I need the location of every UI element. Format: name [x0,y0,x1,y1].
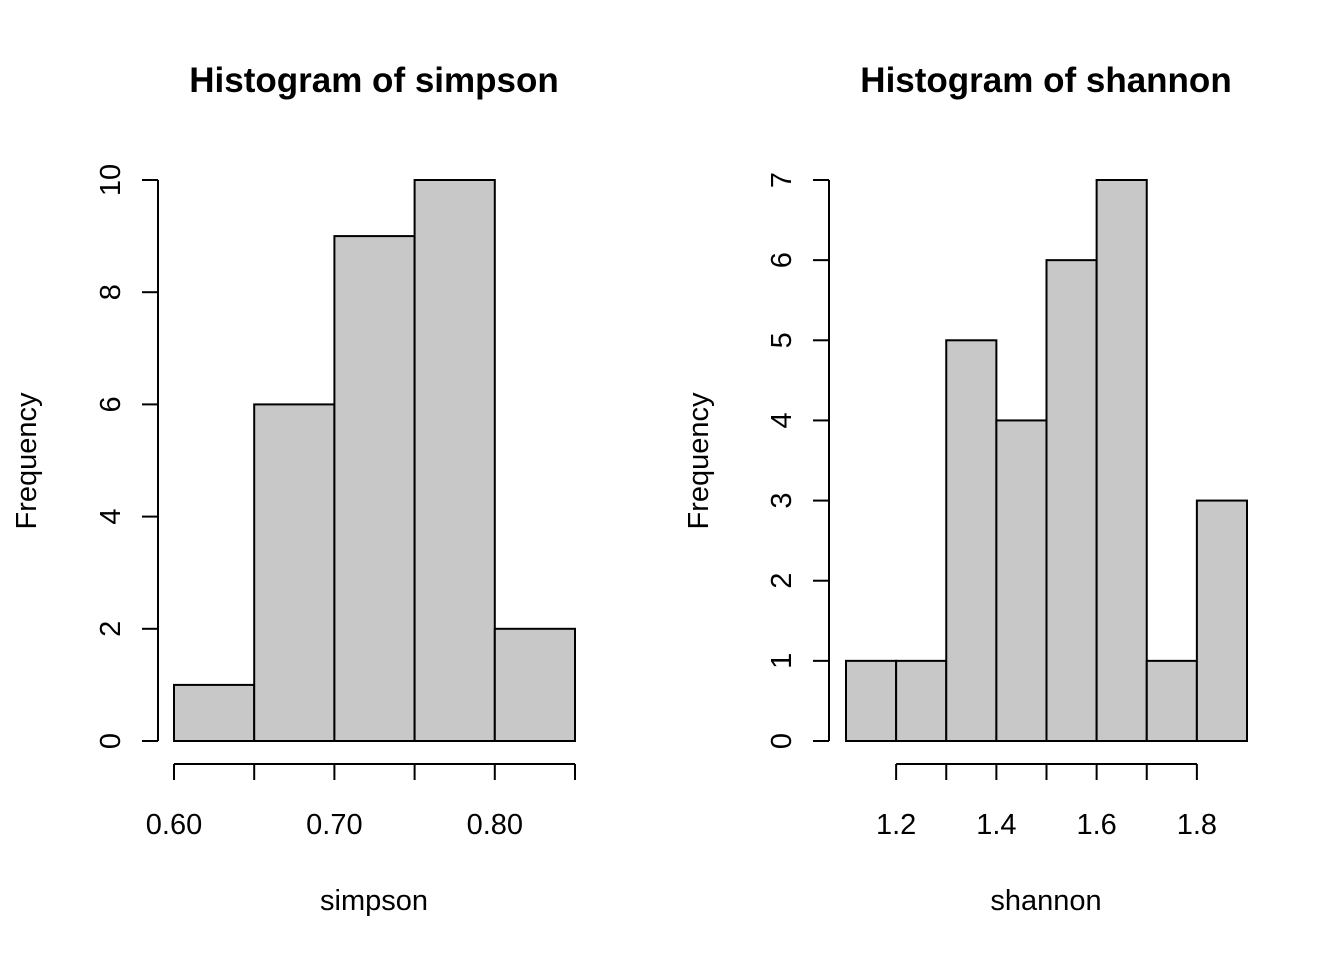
simpson-y-tick-label-5: 10 [95,164,127,196]
shannon-y-axis: 0 1 2 3 4 5 6 7 [766,172,830,749]
simpson-bars [173,179,576,743]
shannon-x-tick-label-4: 1.6 [1076,809,1116,841]
simpson-bar-0 [173,683,256,743]
shannon-y-tick-label-7: 7 [766,172,798,188]
shannon-y-tick-label-3: 3 [766,493,798,509]
simpson-histogram-panel: Histogram of simpson simpson Frequency 0… [11,61,576,917]
simpson-histogram-title: Histogram of simpson [189,61,558,100]
shannon-x-axis-label: shannon [990,885,1101,917]
shannon-x-axis: 1.2 1.4 1.6 1.8 [876,763,1217,841]
shannon-histogram-panel: Histogram of shannon shannon Frequency 0… [683,61,1248,917]
shannon-x-tick-label-0: 1.2 [876,809,916,841]
shannon-bar-5 [1095,179,1148,742]
shannon-y-tick-label-4: 4 [766,412,798,428]
simpson-x-axis-label: simpson [320,885,428,917]
simpson-y-tick-label-3: 6 [95,396,127,412]
shannon-y-tick-label-2: 2 [766,573,798,589]
shannon-bar-4 [1045,259,1098,742]
shannon-y-tick-label-6: 6 [766,252,798,268]
simpson-x-tick-label-0: 0.60 [146,809,202,841]
shannon-y-axis-label: Frequency [683,392,715,530]
shannon-bar-3 [995,419,1048,742]
shannon-bar-7 [1195,499,1248,743]
shannon-y-tick-label-5: 5 [766,332,798,348]
simpson-y-tick-label-2: 4 [95,509,127,525]
shannon-bar-6 [1145,659,1198,742]
simpson-x-axis: 0.60 0.70 0.80 [146,763,576,841]
simpson-x-tick-label-4: 0.80 [467,809,523,841]
simpson-bar-2 [333,235,416,742]
shannon-y-tick-label-1: 1 [766,653,798,669]
simpson-y-tick-label-0: 0 [95,733,127,749]
simpson-bar-3 [413,179,496,742]
simpson-x-tick-label-2: 0.70 [306,809,362,841]
simpson-bar-1 [253,403,336,742]
shannon-bars [845,179,1248,743]
shannon-x-tick-label-6: 1.8 [1177,809,1217,841]
shannon-y-tick-label-0: 0 [766,733,798,749]
shannon-bar-0 [845,659,898,742]
simpson-y-tick-label-1: 2 [95,621,127,637]
simpson-y-axis-label: Frequency [11,392,43,530]
simpson-y-tick-label-4: 8 [95,284,127,300]
shannon-x-tick-label-2: 1.4 [976,809,1016,841]
simpson-y-axis: 0 2 4 6 8 10 [95,164,159,749]
shannon-bar-1 [895,659,948,742]
simpson-bar-4 [493,627,576,742]
shannon-bar-2 [945,339,998,742]
shannon-histogram-title: Histogram of shannon [860,61,1231,100]
